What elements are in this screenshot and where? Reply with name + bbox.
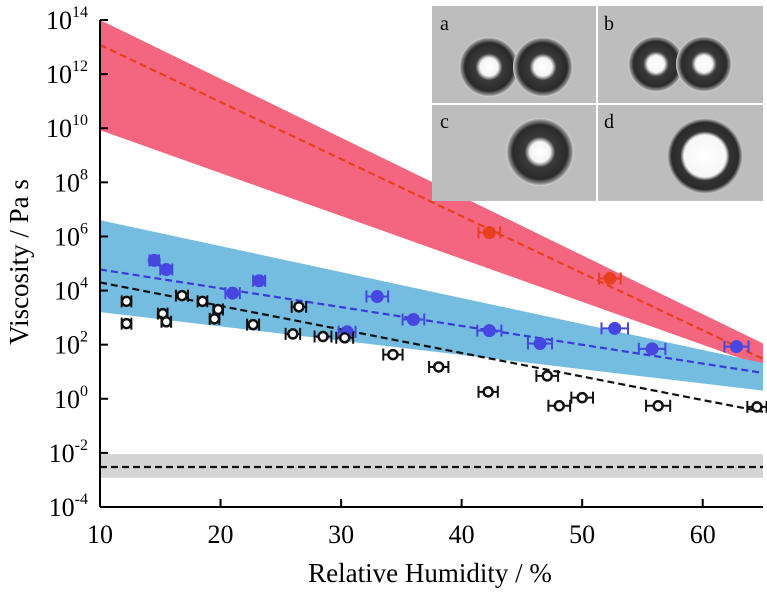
open-point <box>160 316 173 328</box>
x-tick-label: 50 <box>569 520 595 549</box>
open-point <box>212 303 224 316</box>
inset-label: c <box>440 111 449 133</box>
point <box>603 271 617 285</box>
fit-line <box>100 281 763 413</box>
open-point <box>287 328 299 340</box>
open-point <box>482 386 494 398</box>
y-tick-label: 100 <box>54 383 88 414</box>
droplet <box>459 37 519 97</box>
y-tick-label: 106 <box>54 220 88 251</box>
y-tick-label: 1014 <box>46 4 88 35</box>
point <box>406 313 420 327</box>
open-point <box>247 318 259 331</box>
point <box>226 286 240 300</box>
x-axis-label: Relative Humidity / % <box>308 558 552 588</box>
x-tick-label: 60 <box>690 520 716 549</box>
y-tick-label: 104 <box>54 275 88 306</box>
point <box>729 340 743 354</box>
band <box>100 20 763 367</box>
open-point <box>751 401 763 413</box>
axes <box>99 19 763 508</box>
x-tick-label: 20 <box>208 520 234 549</box>
open-point <box>208 313 221 325</box>
point <box>645 342 659 356</box>
y-tick-label: 1012 <box>46 58 88 89</box>
open-point <box>541 370 553 382</box>
band <box>100 220 763 391</box>
droplet <box>676 36 732 92</box>
open-point <box>176 289 188 302</box>
fit-line <box>100 43 763 360</box>
point <box>370 290 384 304</box>
droplet <box>667 118 743 194</box>
fit-lines <box>100 43 763 469</box>
point <box>533 337 547 351</box>
fit-line <box>100 268 763 375</box>
open-point <box>120 295 133 308</box>
x-tick-label: 30 <box>328 520 354 549</box>
droplet <box>513 37 573 97</box>
open-point <box>338 332 351 344</box>
point <box>482 324 496 338</box>
y-tick-label: 10-2 <box>49 437 88 468</box>
y-tick-label: 10-4 <box>49 491 88 522</box>
droplet <box>628 36 684 92</box>
open-point <box>432 361 445 373</box>
point <box>608 321 622 335</box>
droplet <box>506 118 574 186</box>
y-axis-label: Viscosity / Pa s <box>4 179 34 345</box>
y-tick-label: 108 <box>54 166 88 197</box>
points <box>120 225 767 413</box>
y-tick-label: 1010 <box>46 112 88 143</box>
open-point <box>576 391 588 404</box>
inset-label: b <box>604 13 614 35</box>
inset-label: a <box>440 13 449 35</box>
point <box>252 274 266 288</box>
inset-image: a b c d <box>432 6 763 201</box>
x-tick-label: 40 <box>449 520 475 549</box>
open-point <box>387 348 399 361</box>
x-tick-label: 10 <box>87 520 113 549</box>
open-point <box>553 400 566 412</box>
open-point <box>317 330 329 343</box>
point <box>159 263 173 277</box>
open-point <box>120 317 133 330</box>
point <box>147 253 161 267</box>
y-tick-label: 102 <box>54 329 88 360</box>
inset-label: d <box>604 111 614 133</box>
open-point <box>293 301 305 313</box>
open-point <box>196 295 209 308</box>
open-point <box>652 400 664 412</box>
point <box>482 225 496 239</box>
